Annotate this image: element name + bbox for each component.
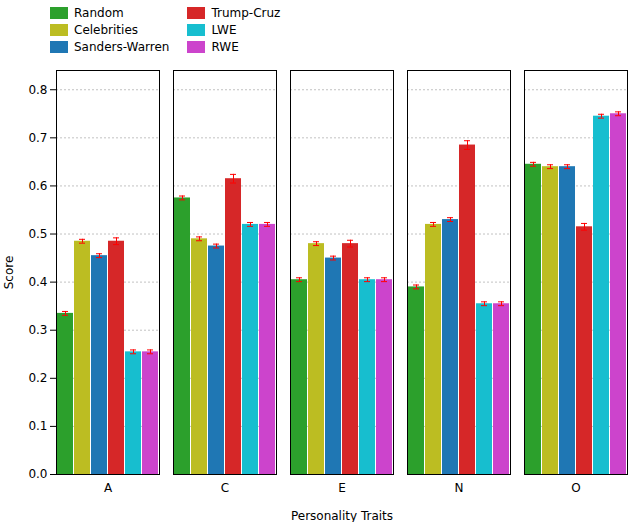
svg-text:0.0: 0.0 <box>28 467 47 481</box>
svg-text:Score: Score <box>2 256 16 290</box>
svg-text:O: O <box>571 481 580 495</box>
svg-text:E: E <box>338 481 346 495</box>
html-text:Trump-Cruz: Trump-Cruz <box>211 6 281 20</box>
html-text:Celebrities: Celebrities <box>74 23 138 37</box>
svg-text:0.1: 0.1 <box>28 419 47 433</box>
svg-text:0.8: 0.8 <box>28 83 47 97</box>
svg-text:0.2: 0.2 <box>28 371 47 385</box>
html-text:Random: Random <box>74 6 124 20</box>
svg-text:0.4: 0.4 <box>28 275 47 289</box>
html-text:RWE: RWE <box>211 40 239 54</box>
svg-text:0.7: 0.7 <box>28 131 47 145</box>
svg-text:0.3: 0.3 <box>28 323 47 337</box>
svg-text:Personality Traits: Personality Traits <box>291 509 393 523</box>
svg-text:C: C <box>221 481 229 495</box>
html-text:Sanders-Warren: Sanders-Warren <box>74 40 170 54</box>
svg-text:0.5: 0.5 <box>28 227 47 241</box>
html-text:LWE: LWE <box>211 23 237 37</box>
svg-text:A: A <box>104 481 113 495</box>
svg-text:0.6: 0.6 <box>28 179 47 193</box>
svg-text:N: N <box>455 481 464 495</box>
